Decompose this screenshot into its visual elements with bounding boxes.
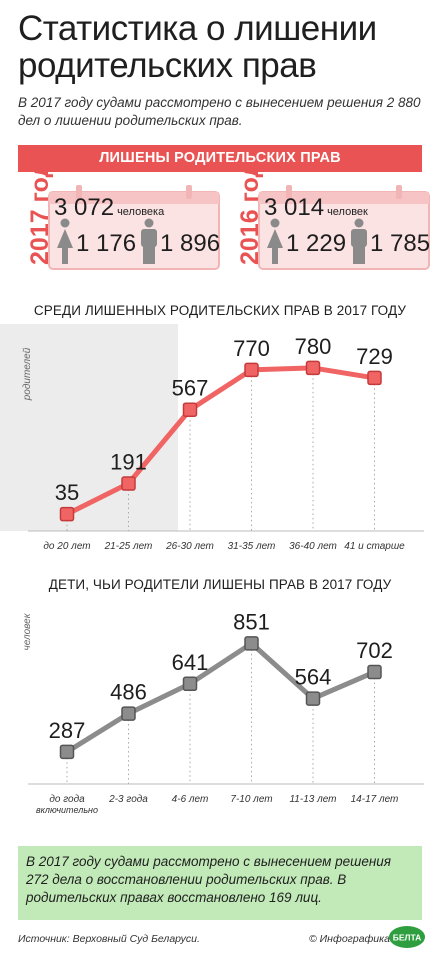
category-label: 11-13 лет [289,794,336,805]
series-line [64,640,377,755]
male-icon [141,218,157,264]
deprived-banner: ЛИШЕНЫ РОДИТЕЛЬСКИХ ПРАВ [18,145,422,172]
category-label: 36-40 лет [289,541,337,552]
data-label: 567 [172,376,209,401]
chart1-title: СРЕДИ ЛИШЕННЫХ РОДИТЕЛЬСКИХ ПРАВ В 2017 … [33,303,407,318]
data-point [244,636,259,651]
data-label: 641 [172,650,209,675]
chart2-title: ДЕТИ, ЧЬИ РОДИТЕЛИ ЛИШЕНЫ ПРАВ В 2017 ГО… [48,577,392,592]
female-count: 1 176 [76,230,137,257]
data-label: 770 [233,336,270,361]
data-point [244,362,259,378]
data-point [59,744,75,760]
total-unit: человека [117,206,165,218]
year-block-2016: 2016 год 3 014 человек 1 229 1 785 [228,161,431,274]
data-point [121,706,136,721]
category-label: до 20 лет [43,541,90,552]
logo-text: БЕЛТА [393,933,422,943]
belta-logo: БЕЛТА [389,926,425,948]
data-label: 35 [55,480,79,505]
data-label: 287 [49,718,86,743]
data-label: 729 [356,344,393,369]
data-point [367,370,382,386]
data-label: 780 [295,334,332,359]
year-label: 2016 год [236,161,264,265]
male-icon [351,218,367,264]
data-point [305,691,321,706]
credit-text: © Инфографика [309,933,390,945]
source-text: Источник: Верховный Суд Беларуси. [18,933,200,945]
category-label: 7-10 лет [230,794,272,805]
total-unit: человек [327,206,368,218]
female-icon [267,218,283,264]
male-count: 1 785 [370,230,431,257]
shaded-region [0,324,178,531]
data-point [59,506,75,522]
data-label: 486 [110,680,147,705]
total-value: 3 014 [264,194,325,221]
page-title: Статистика о лишении родительских прав [18,9,377,85]
data-label: 851 [233,609,270,634]
calendar-icon [48,185,220,270]
series-line [64,365,377,517]
category-label: 2-3 года [108,794,148,805]
year-block-2017: 2017 год 3 072 человека 1 176 1 896 [18,161,221,274]
female-count: 1 229 [286,230,347,257]
category-label: 31-35 лет [228,541,276,552]
category-note: включительно [36,805,98,815]
parents-age-chart: родителей 35 до 20 лет 191 21-25 лет 567 26-30… [0,324,424,552]
data-label: 564 [295,665,332,690]
year-label: 2017 год [26,161,54,265]
data-label: 702 [356,638,393,663]
category-label: 26-30 лет [165,541,214,552]
data-point [305,360,321,376]
total-count: 3 014 человек [264,194,368,222]
data-point [182,676,198,692]
male-count: 1 896 [160,230,221,257]
calendar-icon [258,185,430,270]
category-label: 14-17 лет [351,794,399,805]
y-axis-label: человек [22,612,33,650]
restoration-note: В 2017 году судами рассмотрено с вынесен… [18,846,422,920]
category-label: 4-6 лет [172,794,209,805]
data-point [182,402,198,417]
data-point [121,476,136,491]
female-icon [57,218,73,264]
intro-text: В 2017 году судами рассмотрено с вынесен… [18,95,421,128]
category-label: до года [49,794,85,805]
total-count: 3 072 человека [54,194,164,222]
data-point [367,664,382,680]
total-value: 3 072 [54,194,115,221]
y-axis-label: родителей [22,347,33,401]
data-label: 191 [110,450,147,475]
category-label: 41 и старше [344,541,405,552]
category-label: 21-25 лет [104,541,153,552]
